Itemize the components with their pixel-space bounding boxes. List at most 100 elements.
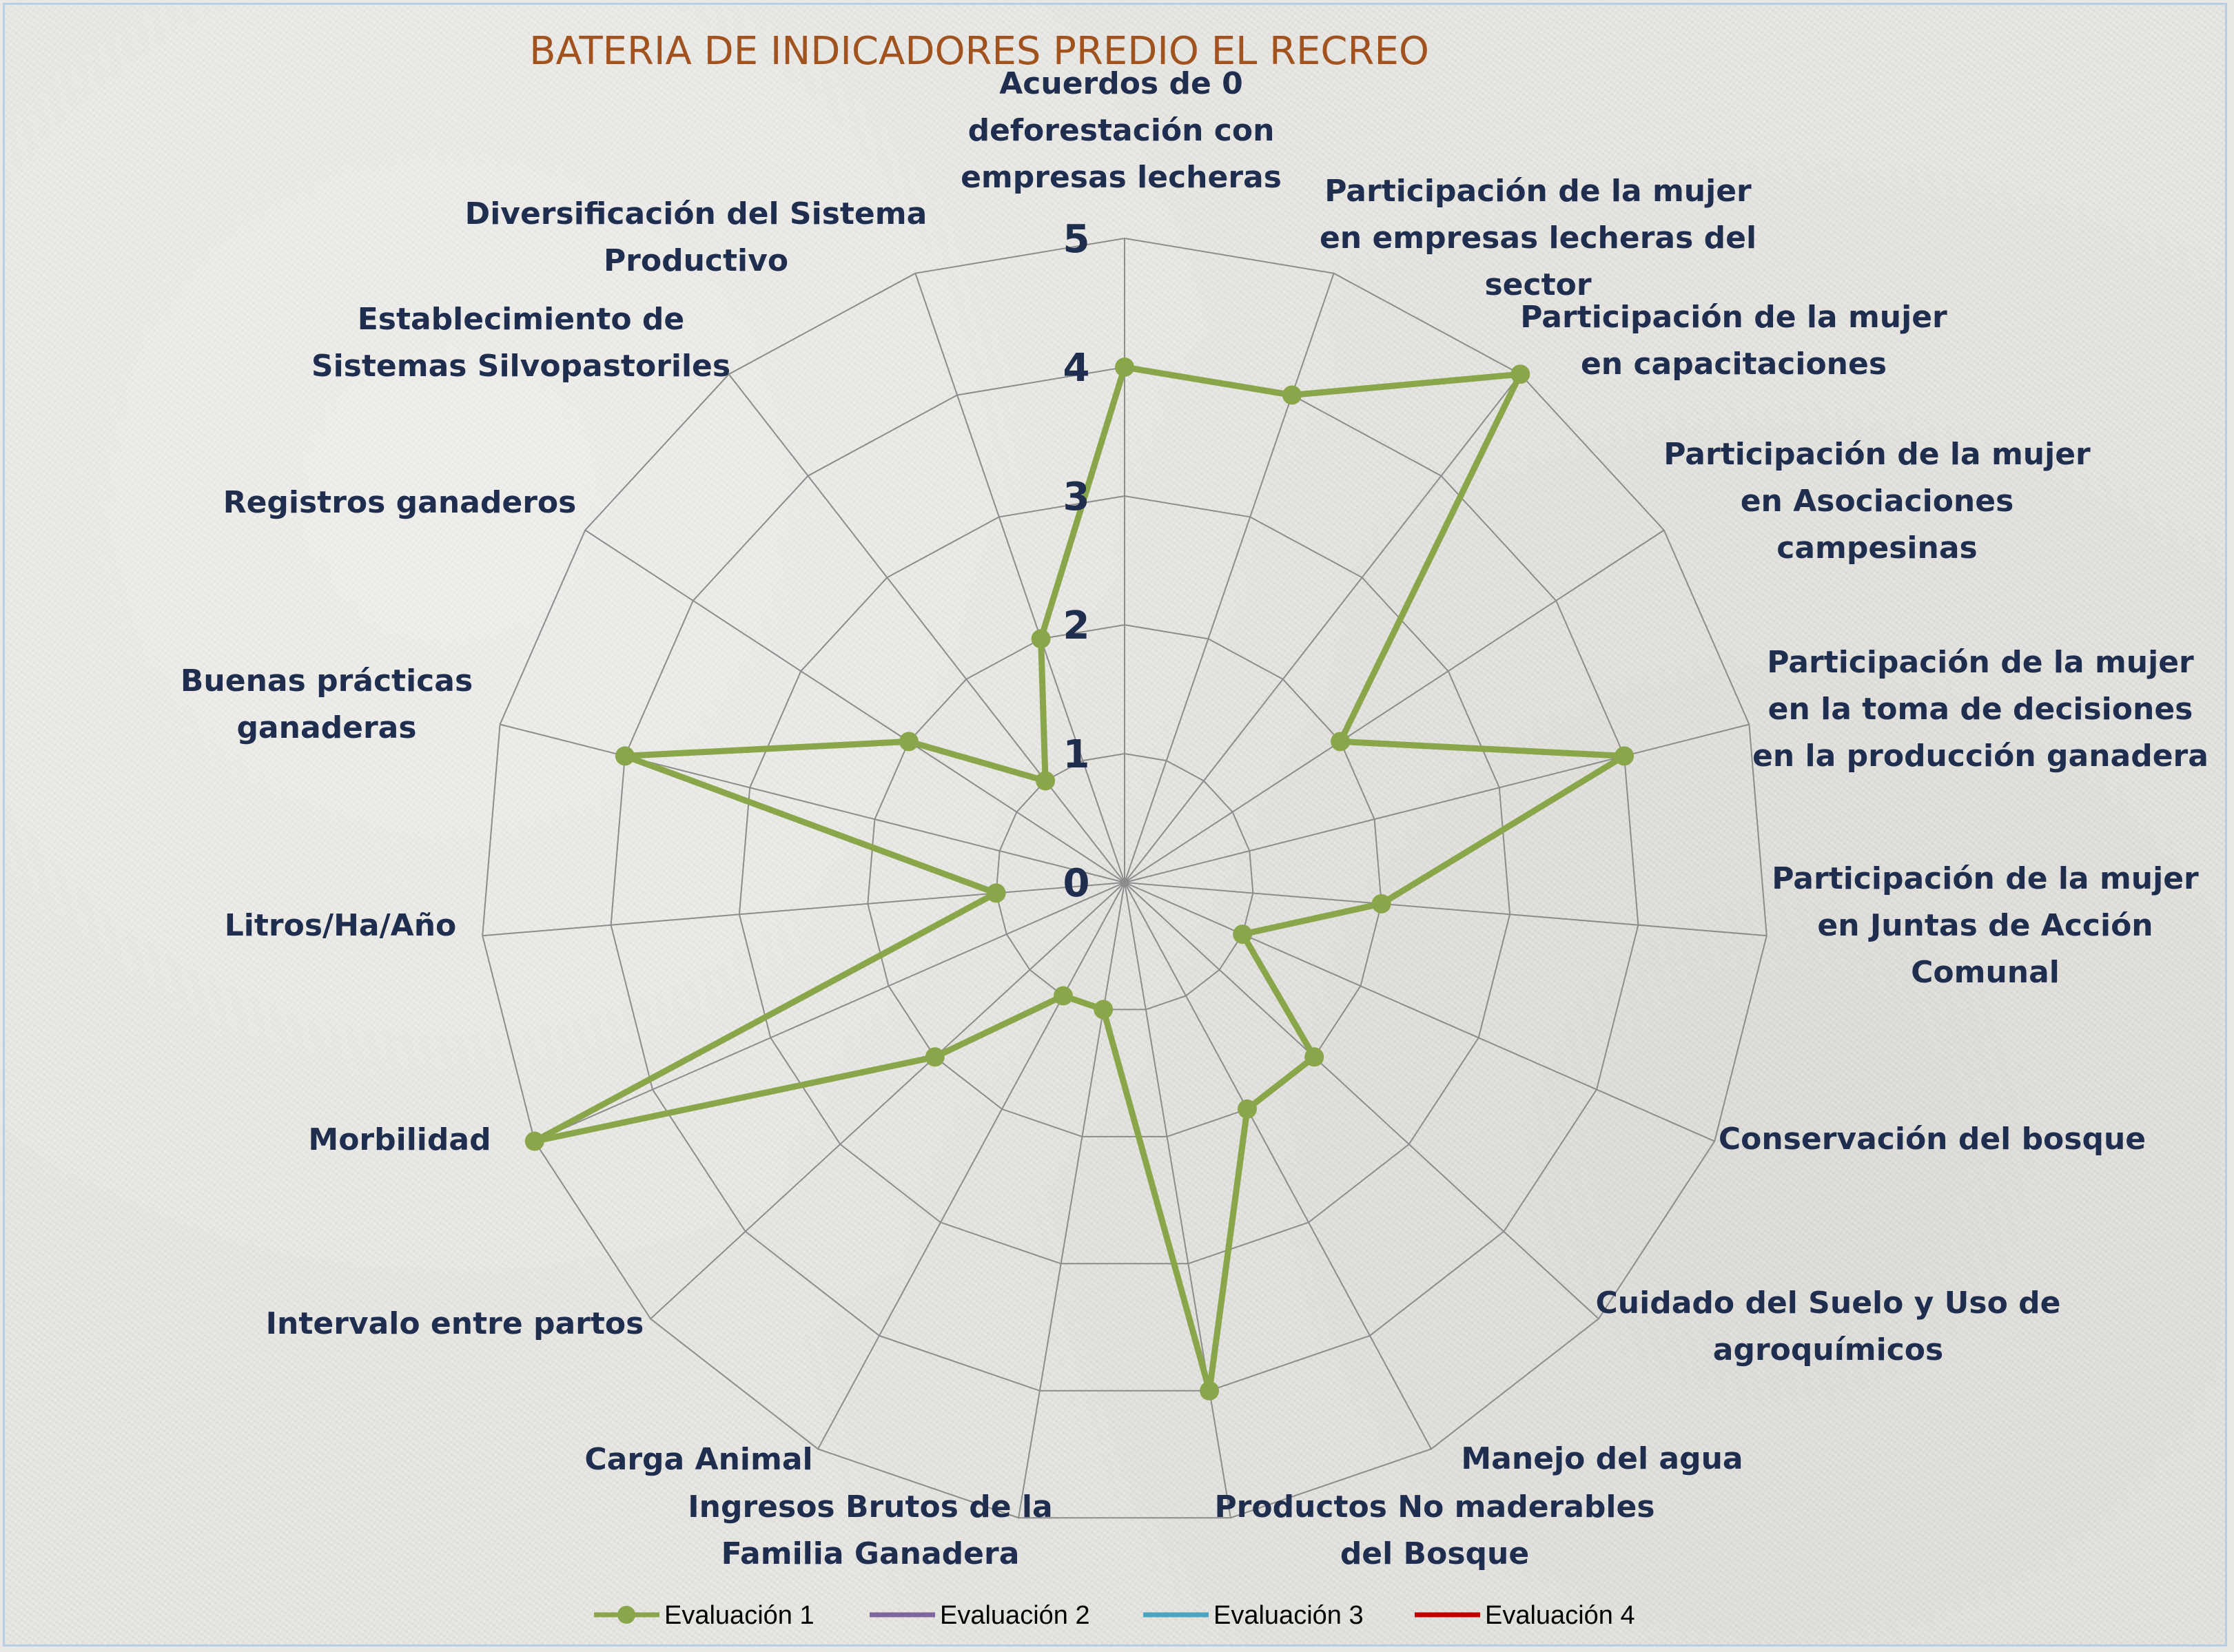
grid-spoke <box>482 882 1125 937</box>
data-point[interactable] <box>1304 1047 1324 1067</box>
data-point[interactable] <box>1282 385 1302 405</box>
category-label: Participación de la mujer en Asociaciones… <box>1663 437 2091 566</box>
category-label-line: sector <box>1484 267 1591 302</box>
category-label: Productos No maderables del Bosque <box>1214 1489 1654 1571</box>
category-label: Establecimiento de Sistemas Silvopastoril… <box>311 302 730 384</box>
data-point[interactable] <box>1031 629 1051 649</box>
category-label: Litros/Ha/Año <box>225 908 457 943</box>
data-point[interactable] <box>1115 358 1134 377</box>
data-point[interactable] <box>1510 364 1530 384</box>
category-label: Participación de la mujer en la toma de d… <box>1752 645 2209 774</box>
category-label-line: Carga Animal <box>584 1442 812 1477</box>
category-label-line: Cuidado del Suelo y Uso de <box>1596 1286 2061 1321</box>
grid-spoke <box>1124 882 1767 937</box>
category-label: Diversificación del Sistema Productivo <box>465 196 928 278</box>
category-label-line: Productos No maderables <box>1214 1489 1654 1525</box>
grid-spoke <box>817 882 1125 1449</box>
grid-spoke <box>534 882 1125 1142</box>
category-label-line: Participación de la mujer <box>1663 437 2091 472</box>
category-label: Carga Animal <box>584 1442 812 1477</box>
tick-label: 2 <box>1063 603 1090 648</box>
category-label-line: Diversificación del Sistema <box>465 196 928 231</box>
category-label: Ingresos Brutos de la Familia Ganadera <box>688 1489 1052 1571</box>
legend-label[interactable]: Evaluación 1 <box>664 1601 814 1630</box>
grid-spoke <box>1124 882 1432 1449</box>
data-point[interactable] <box>986 883 1006 903</box>
legend-label[interactable]: Evaluación 3 <box>1213 1601 1364 1630</box>
series-line-1 <box>531 364 1628 1394</box>
category-label-line: Participación de la mujer <box>1324 174 1752 209</box>
data-point[interactable] <box>524 1131 544 1151</box>
data-point[interactable] <box>1233 925 1253 944</box>
radial-tick-labels: 0 1 2 3 4 5 <box>1063 217 1090 906</box>
category-label: Cuidado del Suelo y Uso de agroquímicos <box>1596 1286 2061 1367</box>
data-point[interactable] <box>899 732 919 752</box>
category-label-line: ganaderas <box>236 710 416 745</box>
grid-spoke <box>500 723 1125 883</box>
grid-spoke <box>1124 882 1231 1518</box>
category-label-line: Litros/Ha/Año <box>225 908 457 943</box>
category-label-line: empresas lecheras <box>961 160 1282 195</box>
legend-swatch-marker <box>617 1606 635 1624</box>
category-label: Manejo del agua <box>1461 1441 1743 1476</box>
category-label-line: en Asociaciones <box>1741 484 2014 519</box>
category-label-line: en capacitaciones <box>1581 347 1887 382</box>
category-label-line: Establecimiento de <box>358 302 685 337</box>
grid-spoke <box>728 373 1125 883</box>
grid-spoke <box>914 273 1125 883</box>
category-label-line: deforestación con <box>968 113 1275 148</box>
category-label-line: en la toma de decisiones <box>1768 692 2193 727</box>
category-label-line: Comunal <box>1911 955 2060 990</box>
tick-label: 5 <box>1063 217 1090 262</box>
tick-label: 0 <box>1063 861 1090 906</box>
legend-label[interactable]: Evaluación 4 <box>1485 1601 1635 1630</box>
grid-spoke <box>1124 273 1335 883</box>
category-label-line: Conservación del bosque <box>1719 1122 2146 1157</box>
data-point[interactable] <box>1036 771 1056 791</box>
category-label-line: en la producción ganadera <box>1752 739 2209 774</box>
series-layer <box>524 358 1634 1401</box>
category-label-line: Morbilidad <box>308 1122 491 1157</box>
legend-label[interactable]: Evaluación 2 <box>940 1601 1090 1630</box>
category-label-line: Participación de la mujer <box>1772 861 2199 896</box>
data-point[interactable] <box>1238 1099 1257 1119</box>
data-point[interactable] <box>1200 1381 1220 1401</box>
category-label-line: Registros ganaderos <box>223 485 577 520</box>
category-label-line: campesinas <box>1776 530 1977 566</box>
grid-spoke <box>1124 373 1521 883</box>
category-label-line: Ingresos Brutos de la <box>688 1489 1052 1525</box>
category-label-line: Productivo <box>604 243 788 278</box>
category-label: Registros ganaderos <box>223 485 577 520</box>
tick-label: 1 <box>1063 732 1090 777</box>
data-point[interactable] <box>925 1047 945 1067</box>
grid-spoke <box>584 529 1125 883</box>
category-label-line: Intervalo entre partos <box>266 1306 644 1341</box>
category-label: Participación de la mujer en capacitacion… <box>1520 300 1947 382</box>
grid-ring <box>738 495 1511 1265</box>
grid-spoke <box>1124 529 1665 883</box>
data-point[interactable] <box>1331 732 1351 752</box>
grid-spoke <box>1018 882 1125 1518</box>
category-label-line: Participación de la mujer <box>1767 645 2194 680</box>
radar-grid <box>482 237 1767 1519</box>
category-labels: Acuerdos de 0 deforestación con empresas l… <box>181 66 2209 1571</box>
data-point[interactable] <box>615 746 635 766</box>
data-point[interactable] <box>1615 746 1634 766</box>
data-point[interactable] <box>1054 986 1073 1006</box>
category-label: Participación de la mujer en empresas lec… <box>1320 174 1756 302</box>
legend: Evaluación 1 Evaluación 2 Evaluación 3 Eval… <box>594 1601 1635 1630</box>
category-label: Buenas prácticas ganaderas <box>181 663 473 745</box>
category-label-line: Manejo del agua <box>1461 1441 1743 1476</box>
grid-spoke <box>1124 882 1715 1142</box>
chart-title: BATERIA DE INDICADORES PREDIO EL RECREO <box>529 29 1429 74</box>
category-label-line: agroquímicos <box>1713 1332 1943 1367</box>
data-point[interactable] <box>1094 1000 1114 1020</box>
category-label-line: Acuerdos de 0 <box>999 66 1243 101</box>
grid-spoke <box>1124 723 1750 883</box>
category-label: Intervalo entre partos <box>266 1306 644 1341</box>
data-point[interactable] <box>1371 894 1391 913</box>
category-label: Acuerdos de 0 deforestación con empresas l… <box>961 66 1282 195</box>
chart-frame <box>3 3 2227 1646</box>
category-label: Conservación del bosque <box>1719 1122 2146 1157</box>
